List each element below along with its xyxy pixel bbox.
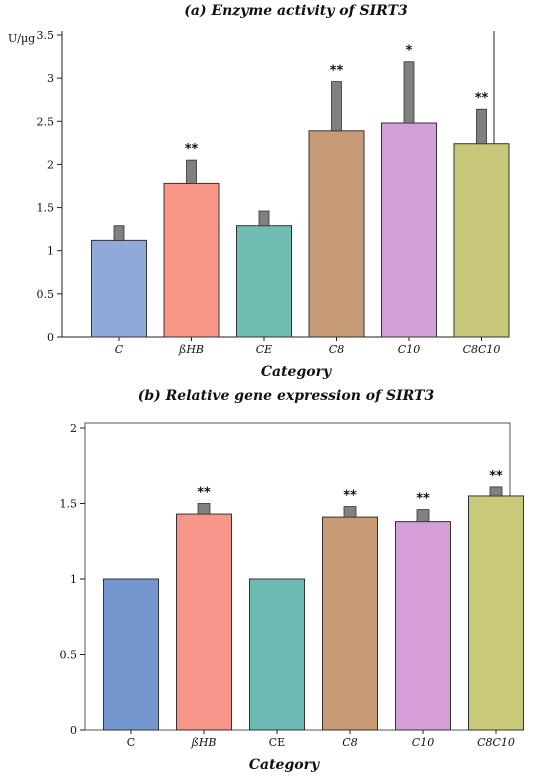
chart-a-significance-label: * <box>406 44 413 59</box>
chart-b-y-tick-label: 1 <box>70 573 77 586</box>
chart-a-x-tick-label: C8C10 <box>463 343 501 356</box>
chart-b-significance-label: ** <box>489 469 503 484</box>
chart-b-x-axis-label: Category <box>249 757 320 773</box>
chart-b-y-tick-label: 2 <box>70 422 77 435</box>
chart-a-y-tick-label: 3.5 <box>37 29 55 42</box>
chart-a-significance-label: ** <box>330 64 344 79</box>
chart-b-bar <box>176 513 232 731</box>
chart-a-y-tick-label: 2 <box>47 158 54 171</box>
chart-a-error-bar <box>403 61 415 124</box>
chart-a-error-bar <box>331 81 342 132</box>
chart-b-y-tick-label: 0 <box>70 724 77 737</box>
chart-a-x-tick-label: ßHB <box>178 343 204 356</box>
chart-a-bar <box>453 143 510 338</box>
chart-a-significance-label: ** <box>185 142 199 157</box>
chart-a-bar <box>163 182 220 338</box>
chart-a-x-tick-label: C10 <box>398 343 420 356</box>
chart-a-error-bar <box>476 108 487 145</box>
chart-b-svg: (b) Relative gene expression of SIRT3 Ca… <box>60 388 524 773</box>
chart-a-y-tick-label: 0.5 <box>37 288 55 301</box>
chart-b-error-bar <box>343 506 357 518</box>
chart-a-y-tick-label: 3 <box>47 72 54 85</box>
chart-a-x-tick-label: CE <box>256 343 272 356</box>
chart-b-significance-label: ** <box>197 486 211 501</box>
chart-a-bar <box>308 130 365 338</box>
chart-a-bar <box>91 239 147 338</box>
chart-b-bar <box>322 516 378 731</box>
chart-a-error-bar <box>113 225 125 241</box>
chart-a-y-axis-label: U/µg <box>8 32 35 45</box>
chart-b-title: (b) Relative gene expression of SIRT3 <box>138 388 435 404</box>
chart-b-error-bar <box>489 486 503 497</box>
chart-b-significance-label: ** <box>416 492 430 507</box>
chart-a-significance-label: ** <box>475 91 489 106</box>
chart-a-x-tick-label: C <box>115 343 124 356</box>
chart-panel-a: (a) Enzyme activity of SIRT3 U/µg Catego… <box>0 0 550 385</box>
chart-a-x-tick-label: C8 <box>329 343 344 356</box>
chart-b-x-tick-label: C8 <box>342 736 357 749</box>
chart-b-error-bar <box>197 503 211 515</box>
chart-a-bar <box>381 122 437 338</box>
chart-a-svg: (a) Enzyme activity of SIRT3 U/µg Catego… <box>8 3 510 380</box>
chart-a-x-axis-label: Category <box>261 364 332 380</box>
chart-b-x-tick-label: C10 <box>412 736 434 749</box>
chart-b-x-tick-label: C8C10 <box>477 736 515 749</box>
chart-b-x-tick-label: CE <box>269 736 285 749</box>
chart-a-y-tick-label: 1.5 <box>37 202 55 215</box>
chart-b-bar <box>249 578 305 731</box>
chart-b-x-tick-label: ßHB <box>190 736 216 749</box>
chart-a-bar <box>236 225 292 338</box>
chart-b-bar <box>395 521 451 731</box>
chart-a-y-tick-label: 2.5 <box>37 115 55 128</box>
chart-b-bar <box>468 495 524 731</box>
chart-b-y-tick-label: 1.5 <box>60 498 78 511</box>
chart-a-error-bar <box>258 210 270 227</box>
chart-b-x-tick-label: C <box>127 736 135 749</box>
chart-a-y-tick-label: 1 <box>47 245 54 258</box>
chart-panel-b: (b) Relative gene expression of SIRT3 Ca… <box>0 385 550 776</box>
chart-a-y-tick-label: 0 <box>47 331 54 344</box>
chart-b-significance-label: ** <box>343 489 357 504</box>
chart-b-error-bar <box>416 509 430 523</box>
chart-b-y-tick-label: 0.5 <box>60 649 78 662</box>
chart-a-title: (a) Enzyme activity of SIRT3 <box>184 3 408 19</box>
chart-b-bar <box>103 578 159 731</box>
chart-a-error-bar <box>186 159 197 184</box>
